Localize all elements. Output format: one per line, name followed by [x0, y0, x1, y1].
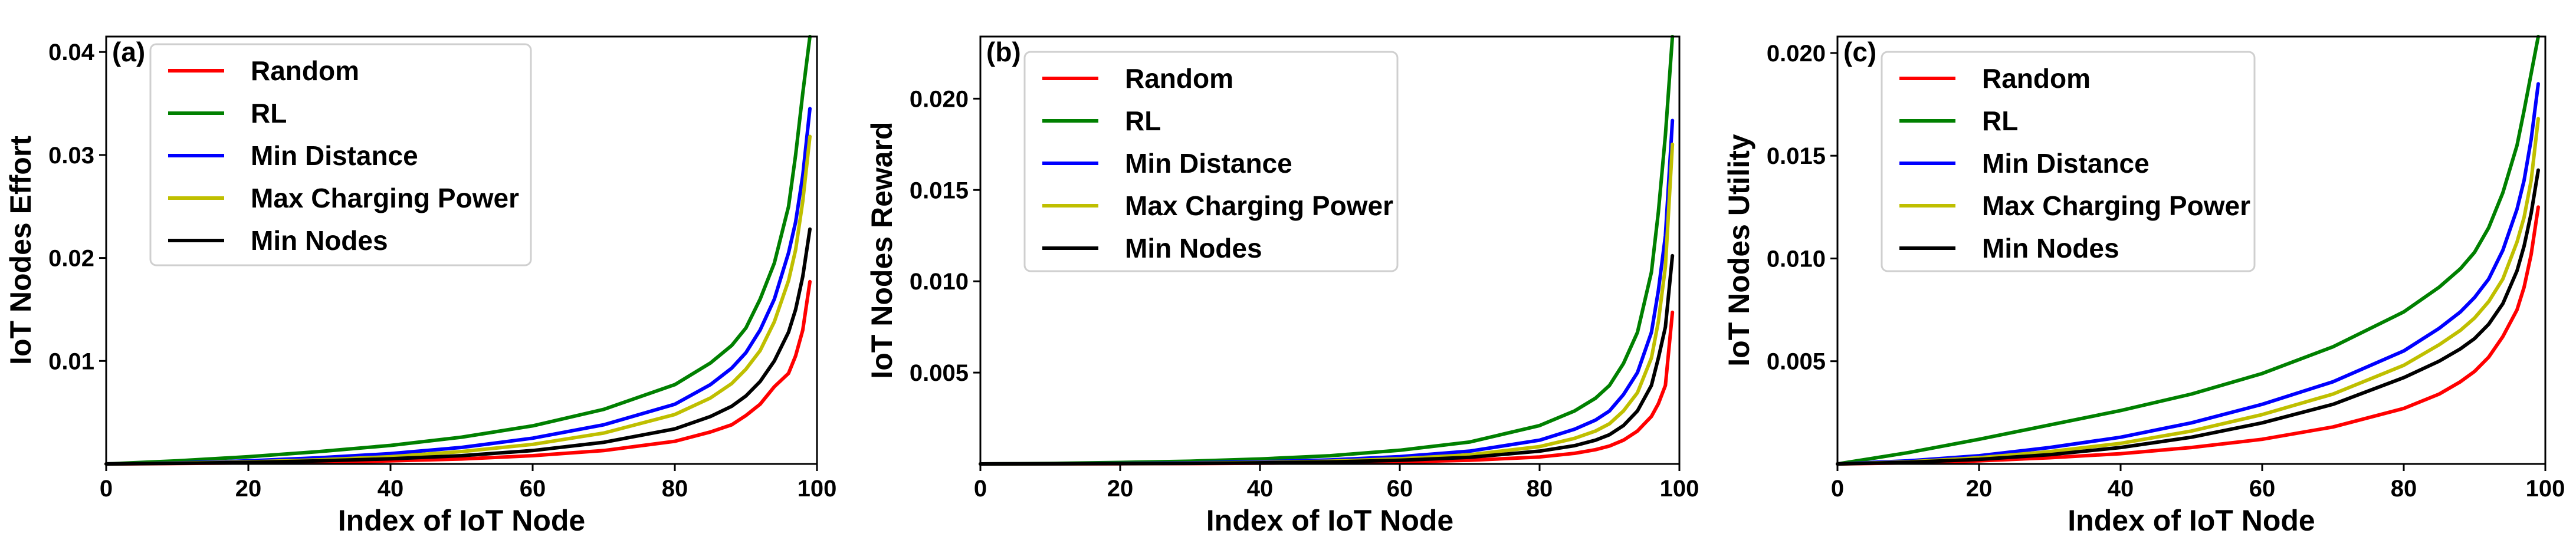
y-tick-label: 0.015 [1767, 143, 1826, 169]
legend-label: Min Distance [1982, 148, 2150, 179]
panel-label: (c) [1843, 37, 1876, 67]
y-tick-label: 0.01 [48, 348, 94, 374]
legend: Random RL Min Distance Max Charging Power Mi… [149, 43, 532, 266]
x-tick-label: 40 [2108, 476, 2134, 502]
series-line-min-distance [1836, 82, 2540, 466]
plot-frame [105, 35, 818, 465]
x-tick-label: 60 [520, 476, 546, 502]
x-tick-label: 80 [1527, 476, 1553, 502]
x-tick-label: 0 [1831, 476, 1844, 502]
y-tick-label: 0.015 [910, 177, 969, 203]
legend-label: Min Nodes [1125, 233, 1262, 264]
panel-label: (b) [986, 37, 1021, 67]
legend-label: RL [251, 98, 287, 129]
chart-panel-2: 0 20 40 60 80 100 0.005 0.010 0.015 0.020 Index of… [865, 35, 1699, 537]
chart-panel-1: 0 20 40 60 80 100 0.01 0.02 0.03 0.04 Index of IoT… [4, 35, 837, 537]
x-axis-title: Index of IoT Node [1206, 504, 1453, 537]
x-tick-label: 40 [378, 476, 404, 502]
legend-box [1023, 51, 1399, 272]
x-tick-label: 20 [235, 476, 262, 502]
y-tick-label: 0.020 [1767, 41, 1826, 67]
y-tick-label: 0.005 [1767, 349, 1826, 375]
legend-label: Min Nodes [1982, 233, 2119, 264]
legend-label: Min Distance [1125, 148, 1292, 179]
legend-label: Min Nodes [251, 225, 388, 256]
y-axis-title: IoT Nodes Reward [865, 121, 898, 378]
plot-frame [979, 35, 1681, 465]
y-tick-label: 0.02 [48, 246, 94, 272]
x-tick-label: 80 [2391, 476, 2417, 502]
legend-box [149, 43, 532, 266]
series-line-min-nodes [1836, 168, 2540, 466]
x-axis-title: Index of IoT Node [2068, 504, 2315, 537]
legend-label: Max Charging Power [1982, 190, 2250, 221]
legend-box [1881, 51, 2256, 272]
x-tick-label: 100 [1660, 476, 1699, 502]
legend-label: Max Charging Power [251, 183, 519, 213]
x-tick-label: 100 [798, 476, 837, 502]
legend: Random RL Min Distance Max Charging Power Mi… [1023, 51, 1399, 272]
x-tick-label: 0 [974, 476, 987, 502]
series-line-min-distance [104, 107, 812, 466]
x-tick-label: 20 [1966, 476, 1993, 502]
y-tick-label: 0.020 [910, 86, 969, 112]
legend-label: Min Distance [251, 140, 418, 171]
x-tick-label: 60 [2249, 476, 2276, 502]
y-tick-label: 0.03 [48, 143, 94, 169]
x-axis-title: Index of IoT Node [338, 504, 585, 537]
legend-label: RL [1125, 106, 1161, 136]
series-line-rl [104, 35, 812, 466]
y-tick-label: 0.010 [1767, 246, 1826, 272]
legend-label: Random [251, 55, 359, 86]
y-axis-title: IoT Nodes Utility [1722, 134, 1755, 367]
x-tick-label: 60 [1387, 476, 1413, 502]
x-tick-label: 100 [2526, 476, 2565, 502]
series-line-max-charging-power [1836, 117, 2540, 466]
panel-label: (a) [112, 37, 145, 67]
y-tick-label: 0.04 [48, 39, 95, 65]
series-line-rl [1836, 35, 2540, 466]
series-line-min-nodes [104, 227, 812, 466]
legend: Random RL Min Distance Max Charging Power Mi… [1881, 51, 2256, 272]
chart-panel-3: 0 20 40 60 80 100 0.005 0.010 0.015 0.020 Index of… [1722, 35, 2565, 537]
y-tick-label: 0.010 [910, 269, 969, 295]
y-tick-label: 0.005 [910, 360, 969, 386]
series-line-random [1836, 205, 2540, 466]
x-tick-label: 80 [662, 476, 688, 502]
x-tick-label: 20 [1107, 476, 1134, 502]
legend-label: Max Charging Power [1125, 190, 1393, 221]
legend-label: Random [1982, 63, 2091, 94]
legend-label: Random [1125, 63, 1233, 94]
x-tick-label: 0 [100, 476, 113, 502]
legend-label: RL [1982, 106, 2018, 136]
x-tick-label: 40 [1247, 476, 1274, 502]
plot-frame [1836, 35, 2547, 465]
y-axis-title: IoT Nodes Effort [4, 136, 37, 365]
